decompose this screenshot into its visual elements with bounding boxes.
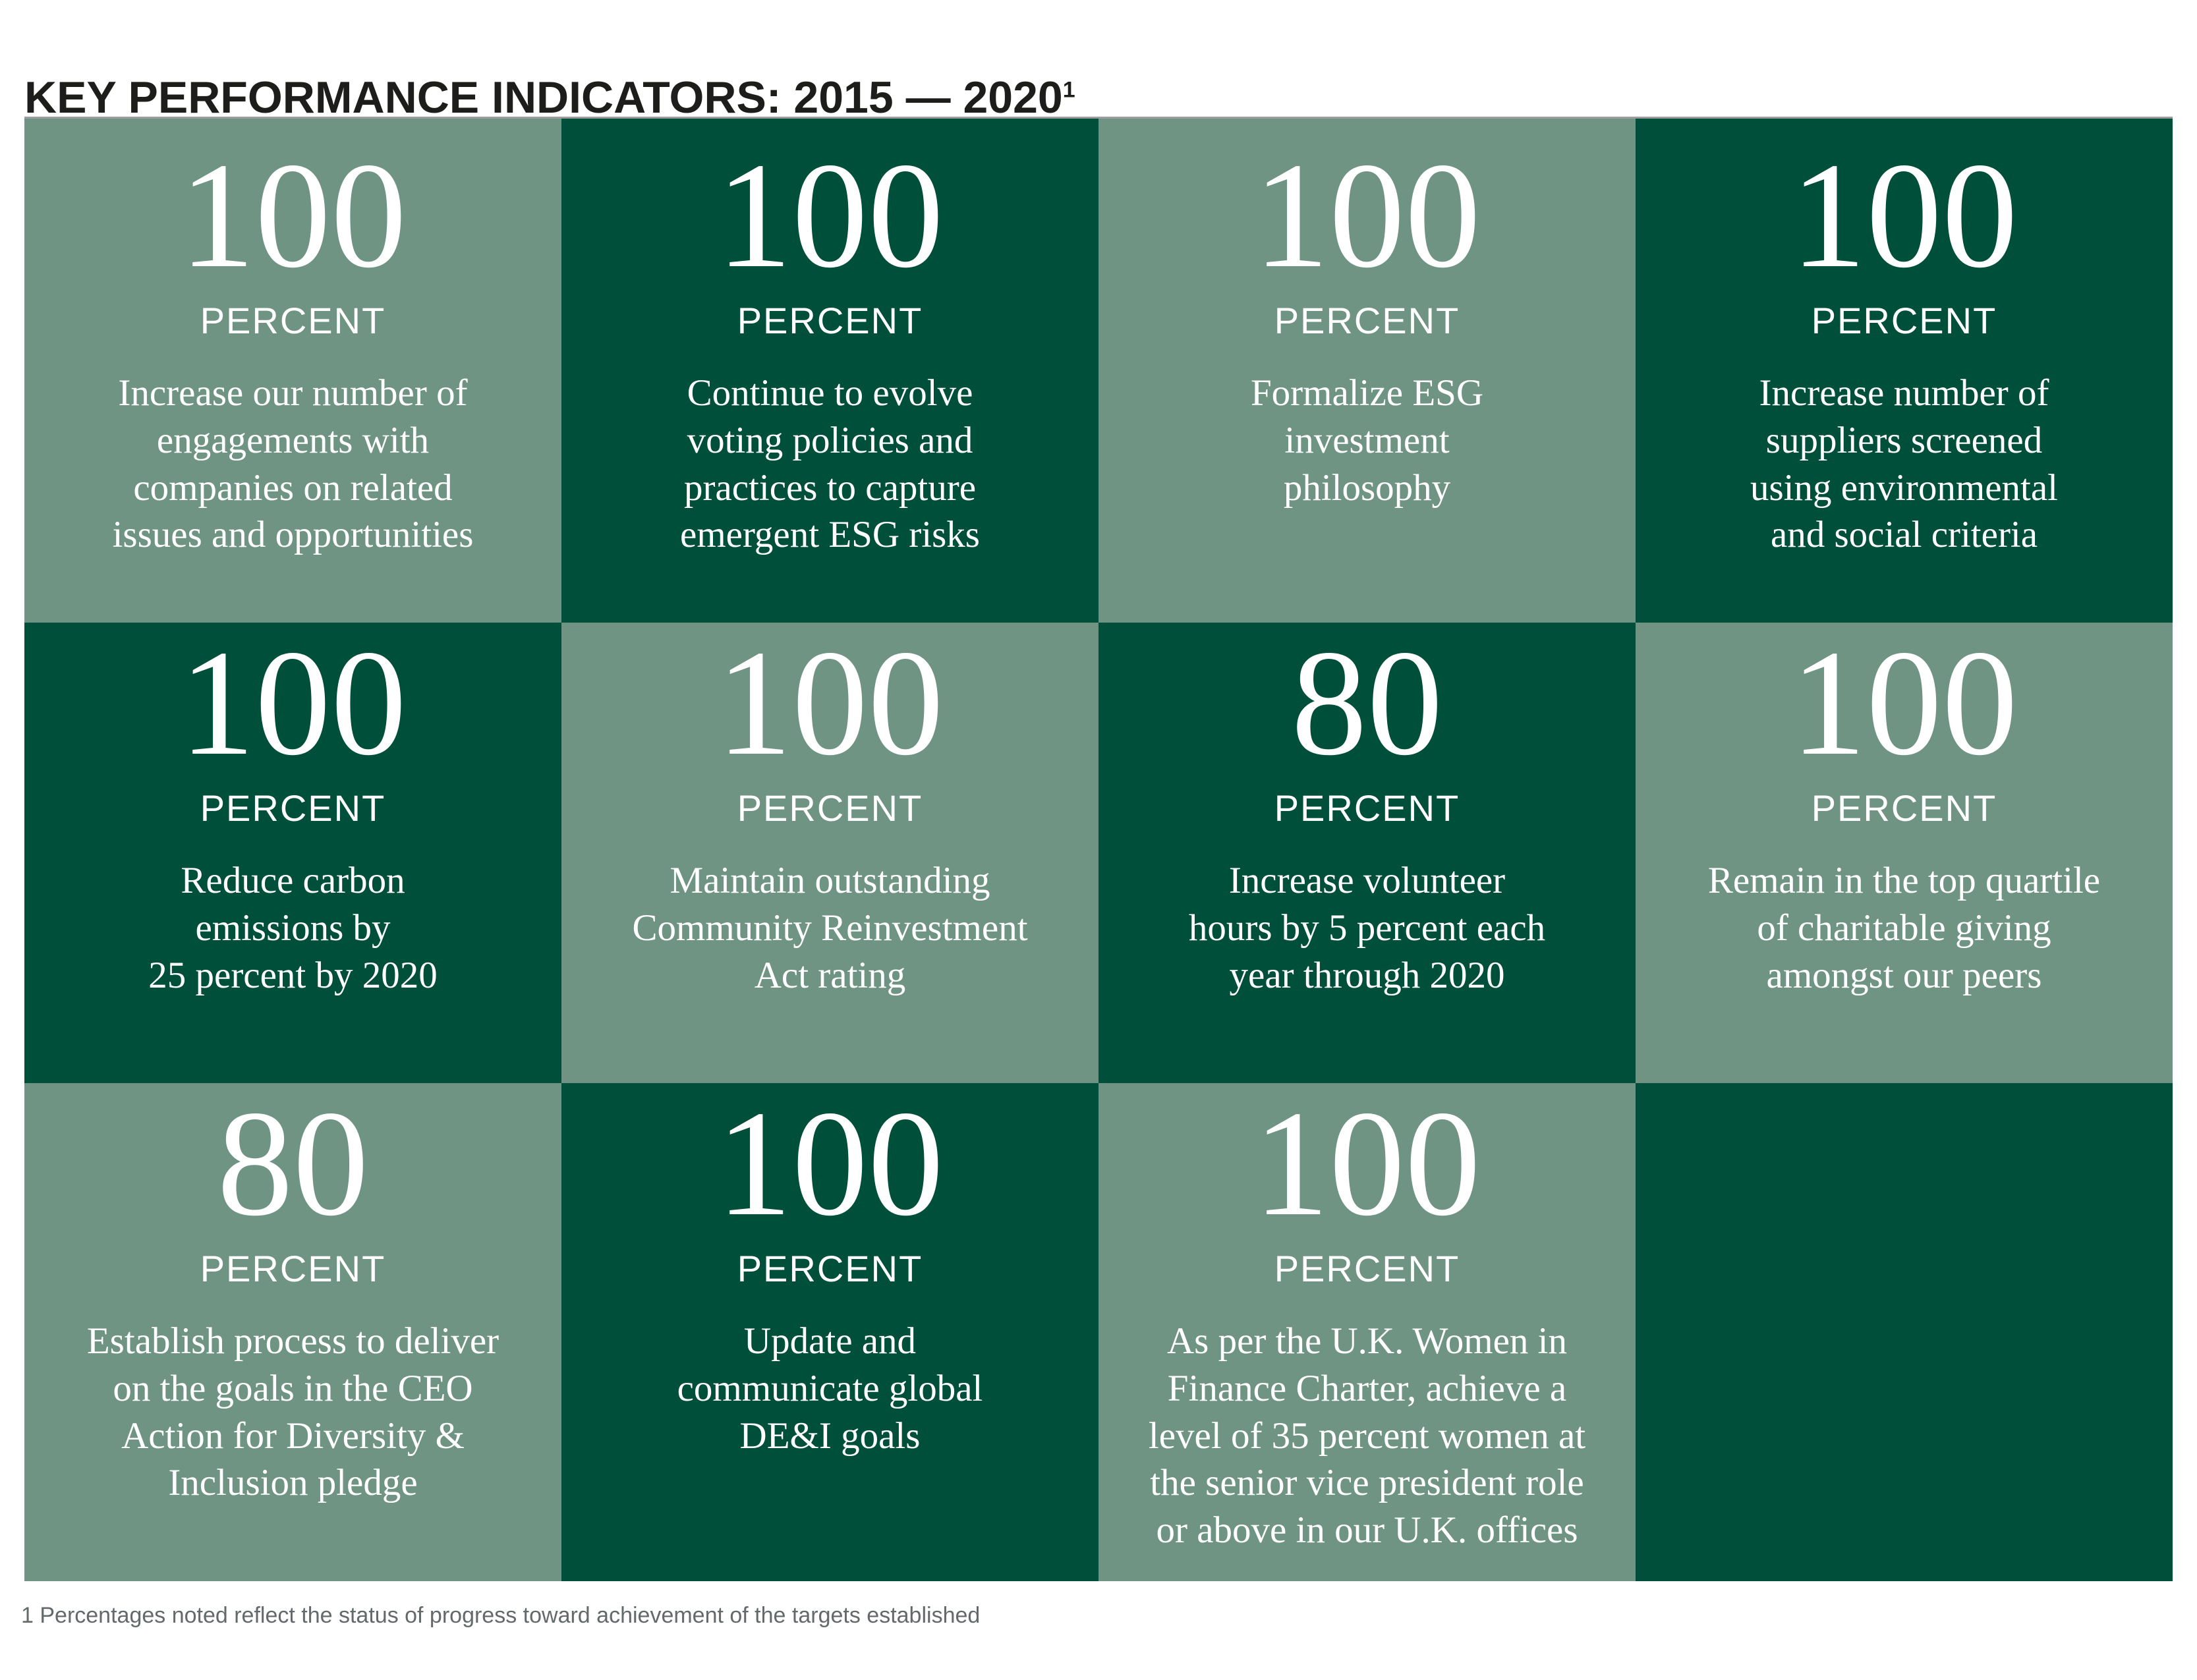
kpi-description: Increase our number of engagements with … xyxy=(112,372,474,556)
kpi-cell-dei-goals: 100 PERCENT Update and communicate globa… xyxy=(561,1083,1098,1581)
kpi-unit-label: PERCENT xyxy=(200,1248,386,1289)
kpi-unit-label: PERCENT xyxy=(1274,1248,1460,1289)
footnote: 1 Percentages noted reflect the status o… xyxy=(21,1603,981,1628)
kpi-cell-women-in-finance: 100 PERCENT As per the U.K. Women in Fin… xyxy=(1098,1083,1636,1581)
kpi-description: Formalize ESG investment philosophy xyxy=(1250,372,1484,509)
page-title-text: KEY PERFORMANCE INDICATORS: 2015 — 2020 xyxy=(24,72,1063,123)
kpi-value: 100 xyxy=(1253,1083,1481,1247)
kpi-value: 100 xyxy=(716,131,944,299)
kpi-value: 100 xyxy=(1253,131,1481,299)
title-footnote-marker: 1 xyxy=(1062,76,1075,102)
kpi-value: 100 xyxy=(716,1083,944,1247)
kpi-description: Increase number of suppliers screened us… xyxy=(1750,372,2058,556)
kpi-cell-carbon-emissions: 100 PERCENT Reduce carbon emissions by 2… xyxy=(24,623,561,1083)
kpi-unit-label: PERCENT xyxy=(737,787,923,829)
kpi-unit-label: PERCENT xyxy=(737,300,923,341)
kpi-unit-label: PERCENT xyxy=(1811,300,1997,341)
kpi-unit-label: PERCENT xyxy=(200,787,386,829)
kpi-value: 100 xyxy=(179,131,407,299)
kpi-grid: 100 PERCENT Increase our number of engag… xyxy=(24,119,2173,1581)
kpi-cell-charitable-giving: 100 PERCENT Remain in the top quartile o… xyxy=(1636,623,2173,1083)
kpi-description: Reduce carbon emissions by 25 percent by… xyxy=(148,860,438,996)
kpi-cell-engagements: 100 PERCENT Increase our number of engag… xyxy=(24,119,561,623)
kpi-value: 80 xyxy=(1291,623,1443,787)
kpi-cell-voting-policies: 100 PERCENT Continue to evolve voting po… xyxy=(561,119,1098,623)
kpi-cell-ceo-action-pledge: 80 PERCENT Establish process to deliver … xyxy=(24,1083,561,1581)
kpi-description: Remain in the top quartile of charitable… xyxy=(1707,860,2101,996)
kpi-cell-community-reinvestment: 100 PERCENT Maintain outstanding Communi… xyxy=(561,623,1098,1083)
kpi-cell-empty xyxy=(1636,1083,2173,1581)
kpi-value: 80 xyxy=(217,1083,369,1247)
kpi-value: 100 xyxy=(716,623,944,787)
kpi-description: Increase volunteer hours by 5 percent ea… xyxy=(1188,860,1546,996)
kpi-description: As per the U.K. Women in Finance Charter… xyxy=(1148,1320,1586,1552)
kpi-description: Continue to evolve voting policies and p… xyxy=(680,372,980,556)
kpi-description: Establish process to deliver on the goal… xyxy=(86,1320,499,1504)
kpi-unit-label: PERCENT xyxy=(1811,787,1997,829)
kpi-unit-label: PERCENT xyxy=(200,300,386,341)
kpi-value: 100 xyxy=(1790,623,2018,787)
kpi-value: 100 xyxy=(179,623,407,787)
kpi-value: 100 xyxy=(1790,131,2018,299)
kpi-unit-label: PERCENT xyxy=(737,1248,923,1289)
kpi-unit-label: PERCENT xyxy=(1274,787,1460,829)
kpi-cell-volunteer-hours: 80 PERCENT Increase volunteer hours by 5… xyxy=(1098,623,1636,1083)
kpi-description: Update and communicate global DE&I goals xyxy=(677,1320,983,1457)
kpi-cell-suppliers-screened: 100 PERCENT Increase number of suppliers… xyxy=(1636,119,2173,623)
grid-top-rule xyxy=(24,117,2173,119)
kpi-cell-esg-philosophy: 100 PERCENT Formalize ESG investment phi… xyxy=(1098,119,1636,623)
page-title: KEY PERFORMANCE INDICATORS: 2015 — 20201 xyxy=(24,75,1075,120)
kpi-unit-label: PERCENT xyxy=(1274,300,1460,341)
kpi-description: Maintain outstanding Community Reinvestm… xyxy=(632,860,1028,996)
